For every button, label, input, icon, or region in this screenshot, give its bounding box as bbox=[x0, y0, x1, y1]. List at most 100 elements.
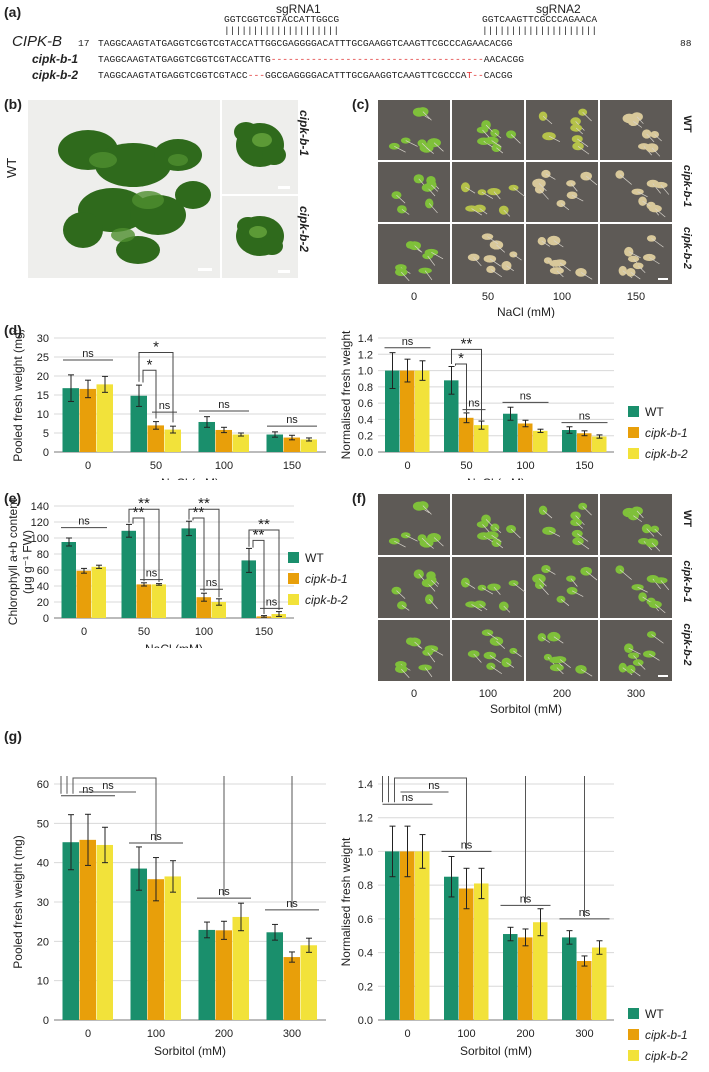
y-tick-label: 1.0 bbox=[358, 846, 373, 858]
y-tick-label: 1.4 bbox=[358, 779, 373, 791]
rhizoid bbox=[483, 535, 493, 543]
rhizoid bbox=[513, 187, 526, 197]
photo-cell bbox=[526, 224, 598, 284]
seedling bbox=[460, 577, 470, 588]
rhizoid bbox=[427, 255, 436, 266]
bar-WT bbox=[241, 560, 256, 618]
bar-cipk-b-2 bbox=[211, 602, 226, 618]
seedling bbox=[484, 531, 499, 540]
rhizoid bbox=[493, 586, 501, 595]
bar-cipk-b-2 bbox=[300, 945, 317, 1020]
rhizoid bbox=[513, 582, 526, 593]
comparison-bracket bbox=[60, 776, 293, 908]
significance-label: ns bbox=[428, 776, 440, 778]
bar-cipk-b-2 bbox=[96, 384, 113, 452]
photo-wt-thallus bbox=[28, 100, 220, 278]
x-tick-label: 100 bbox=[516, 460, 534, 472]
significance-label: ** bbox=[193, 504, 205, 521]
seedling bbox=[566, 191, 578, 200]
column-label: 0 bbox=[411, 291, 417, 303]
chart-nacl-pooled-fresh-weight: 0 5 10 15 20 25 30 0 50 100 150 NaCl (mM) Pooled fre… bbox=[11, 330, 326, 480]
bar-WT bbox=[503, 413, 518, 452]
rhizoid bbox=[414, 641, 423, 649]
bar-cipk-b-2 bbox=[164, 429, 181, 452]
seedling bbox=[632, 659, 644, 666]
significance-label: ns bbox=[102, 776, 114, 778]
rhizoid bbox=[400, 271, 410, 282]
y-tick-label: 0.2 bbox=[358, 431, 373, 443]
y-tick-label: 50 bbox=[37, 818, 49, 830]
seedling bbox=[575, 268, 587, 277]
significance-label: ns bbox=[102, 780, 114, 792]
bar-cipk-b-1 bbox=[79, 388, 96, 452]
legend-swatch-cipk-b-1 bbox=[628, 1029, 639, 1040]
significance-label: ns bbox=[218, 399, 230, 411]
bar-cipk-b-1 bbox=[518, 423, 533, 452]
significance-bracket bbox=[132, 517, 145, 582]
legend-label: cipk-b-2 bbox=[645, 1049, 688, 1063]
sgrna1-label: sgRNA1 bbox=[276, 2, 321, 16]
rhizoid bbox=[465, 582, 476, 589]
bar-cipk-b-2 bbox=[533, 922, 548, 1020]
rhizoid bbox=[487, 632, 499, 641]
rhizoid bbox=[405, 534, 418, 542]
comparison-bracket bbox=[382, 776, 585, 917]
bar-cipk-b-1 bbox=[577, 961, 592, 1020]
rhizoid bbox=[422, 111, 432, 121]
y-tick-label: 0.4 bbox=[358, 414, 373, 426]
mutant2-deletion-2: T-- bbox=[466, 70, 484, 81]
rhizoid bbox=[513, 254, 522, 261]
bar-WT bbox=[198, 929, 215, 1020]
rhizoid bbox=[636, 510, 644, 519]
rhizoid bbox=[496, 640, 506, 649]
bar-WT bbox=[266, 932, 283, 1020]
rhizoid bbox=[394, 540, 406, 548]
bar-cipk-b-2 bbox=[415, 851, 430, 1020]
bar-WT bbox=[444, 380, 459, 452]
bar-cipk-b-2 bbox=[164, 876, 181, 1020]
row-label: WT bbox=[681, 115, 693, 132]
comparison-bracket bbox=[394, 777, 467, 850]
rhizoid bbox=[538, 578, 547, 587]
mutant2-sequence: TAGGCAAGTATGAGGTCGGTCGTACC---GGCGAGGGGAC… bbox=[98, 70, 513, 81]
rhizoid bbox=[560, 203, 570, 211]
rhizoid bbox=[556, 667, 564, 675]
bar-cipk-b-1 bbox=[283, 957, 300, 1020]
significance-label: * bbox=[153, 338, 159, 355]
x-tick-label: 0 bbox=[85, 460, 91, 472]
rhizoid bbox=[545, 568, 556, 575]
seedling bbox=[575, 665, 587, 674]
rhizoid bbox=[651, 238, 664, 248]
legend-label: cipk-b-2 bbox=[305, 593, 348, 607]
x-tick-label: 0 bbox=[404, 460, 410, 472]
rhizoid bbox=[433, 537, 444, 547]
seedling bbox=[395, 665, 408, 674]
rhizoid bbox=[619, 569, 632, 580]
rhizoid bbox=[630, 272, 641, 280]
rhizoid bbox=[510, 134, 521, 144]
y-tick-label: 1.2 bbox=[358, 813, 373, 825]
legend-label: WT bbox=[645, 1007, 664, 1021]
rhizoid bbox=[651, 147, 661, 157]
y-tick-label: 0 bbox=[43, 613, 49, 625]
bar-WT bbox=[121, 530, 136, 618]
rhizoid bbox=[628, 647, 641, 655]
bar-WT bbox=[130, 395, 147, 452]
bar-cipk-b-1 bbox=[215, 429, 232, 452]
photo-cell bbox=[526, 494, 598, 555]
rhizoid bbox=[405, 140, 418, 147]
rhizoid bbox=[637, 586, 648, 593]
bar-WT bbox=[385, 370, 400, 452]
panel-label-a: (a) bbox=[4, 4, 22, 20]
rhizoid bbox=[400, 668, 410, 679]
chart-sorbitol-pooled-fresh-weight: 0 10 20 30 40 50 60 0 100 200 300 Sorbitol (mM) Pool… bbox=[11, 776, 326, 1058]
panel-label-g: (g) bbox=[4, 728, 22, 744]
rhizoid bbox=[494, 527, 502, 534]
rhizoid bbox=[582, 506, 592, 516]
photo-cell bbox=[600, 620, 672, 681]
rhizoid bbox=[471, 604, 483, 612]
rhizoid bbox=[491, 535, 502, 543]
significance-label: ** bbox=[258, 516, 270, 533]
bar-cipk-b-2 bbox=[300, 439, 317, 452]
seq-end-position: 88 bbox=[680, 38, 692, 49]
